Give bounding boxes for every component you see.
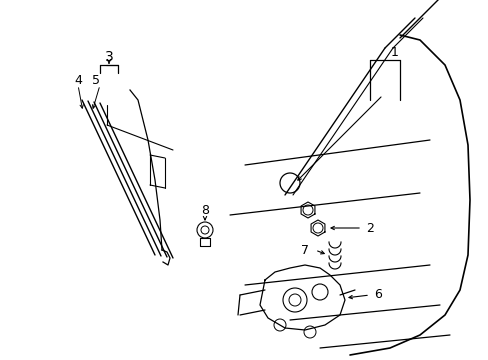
Text: 8: 8 [201,203,208,216]
Text: 4: 4 [74,73,82,86]
Text: 3: 3 [104,50,113,64]
Text: 2: 2 [366,221,373,234]
Text: 6: 6 [373,288,381,302]
Text: 5: 5 [92,73,100,86]
Text: 7: 7 [301,243,308,256]
Text: 1: 1 [390,46,398,59]
